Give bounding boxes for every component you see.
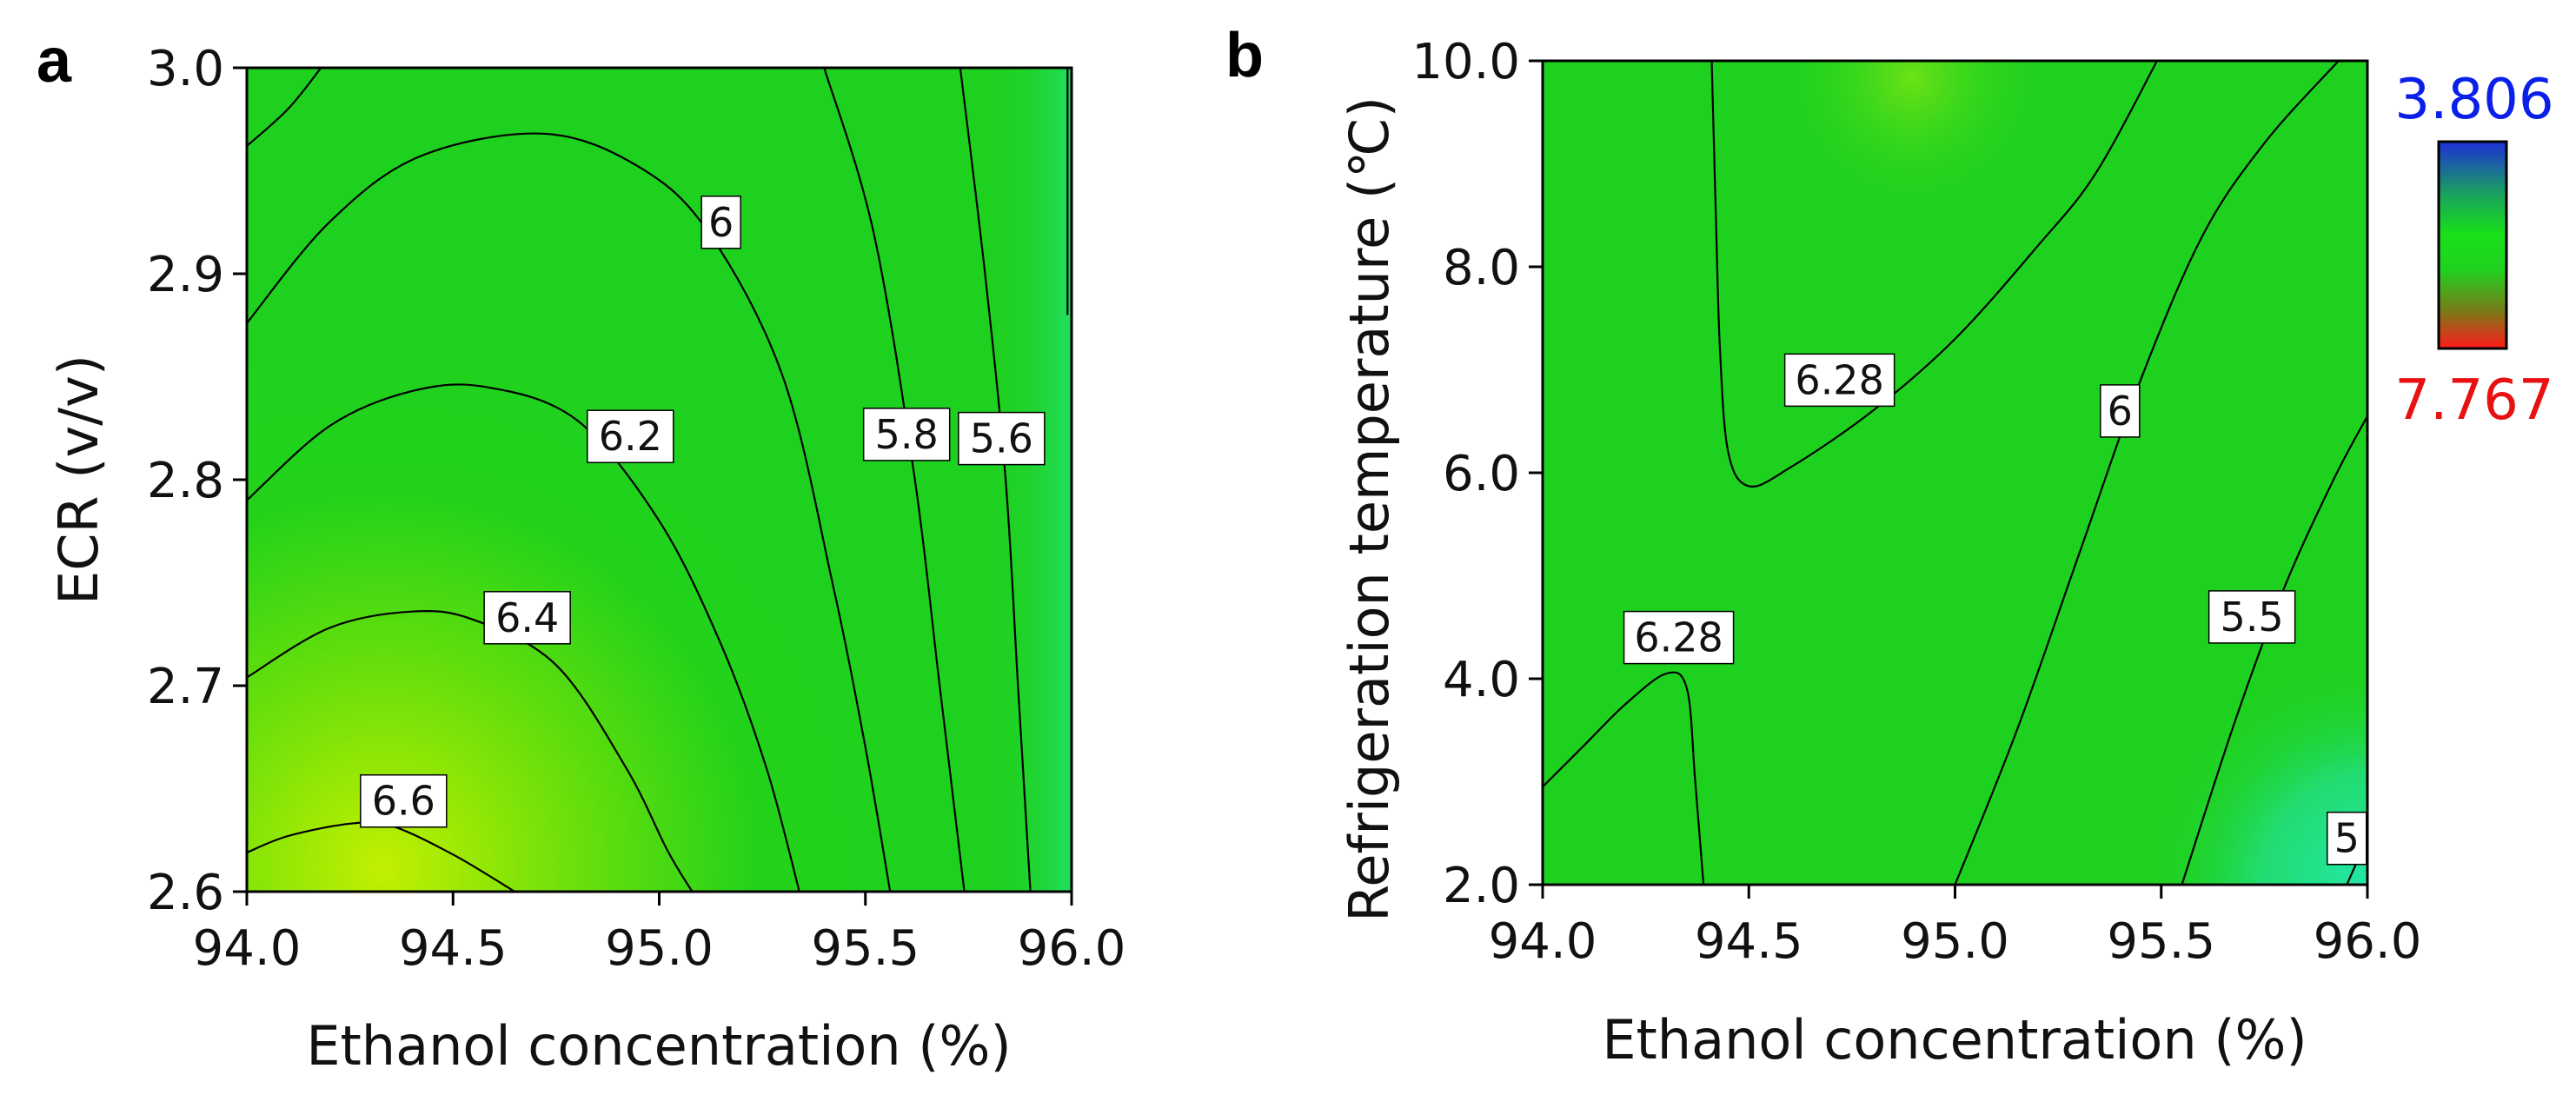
panel-letter-a: a (37, 26, 72, 96)
panel-b-contour-label-text-3: 5.5 (2221, 594, 2284, 640)
panel-b-contour-label-box-1 (2100, 384, 2141, 438)
panel-b-contour-label-0: 6.28 (1783, 353, 1895, 408)
panel-b-contour-label-text-0: 6.28 (1795, 356, 1883, 403)
panel-a-contour-label-1: 6.2 (587, 409, 674, 463)
panel-a-contour-line-5 (823, 68, 966, 892)
panel-b-contour-label-text-4: 5 (2334, 815, 2360, 862)
panel-a-y-axis: 2.6 2.7 2.8 2.9 3.0 (147, 41, 247, 921)
colorbar: 3.806 7.767 (2394, 68, 2553, 433)
panel-b-contour-line-1 (1543, 671, 1705, 885)
panel-a-x-tick-label-1: 94.5 (399, 920, 508, 977)
panel-b: b 6.28 6 6.28 5.5 5 94.0 94.5 95.0 95.5 96.0 2.0… (1225, 21, 2421, 1072)
panel-a-contour-labels: 6 6.2 5.8 5.6 6.4 6.6 (360, 196, 1046, 828)
panel-a-contour-line-4 (247, 68, 322, 147)
colorbar-min-label: 7.767 (2394, 368, 2553, 433)
panel-a-x-axis: 94.0 94.5 95.0 95.5 96.0 (193, 892, 1126, 977)
panel-a-contour-label-box-1 (587, 409, 674, 463)
panel-b-contour-label-box-0 (1783, 353, 1895, 408)
panel-a-x-tick-label-3: 95.5 (811, 920, 920, 977)
panel-letter-b: b (1225, 21, 1264, 90)
panel-a-contour-line-3 (247, 132, 892, 892)
panel-b-y-axis-title: Refrigeration temperature (℃) (1338, 96, 1401, 922)
panel-a-y-tick-label-3: 2.9 (147, 247, 224, 303)
panel-a-y-tick-label-4: 3.0 (147, 41, 224, 97)
panel-a-contour-label-box-0 (700, 196, 741, 249)
panel-b-contour-line-0 (1710, 61, 2158, 488)
panel-b-contour-label-1: 6 (2100, 384, 2141, 438)
panel-b-x-tick-label-2: 95.0 (1901, 913, 2009, 970)
panel-b-x-tick-label-0: 94.0 (1489, 913, 1597, 970)
colorbar-max-label: 3.806 (2394, 68, 2553, 132)
panel-a-x-tick-label-0: 94.0 (193, 920, 302, 977)
panel-b-x-axis: 94.0 94.5 95.0 95.5 96.0 (1489, 885, 2422, 970)
panel-a-x-axis-title: Ethanol concentration (%) (306, 1014, 1011, 1078)
panel-a-contour-label-5: 6.6 (360, 773, 448, 828)
panel-b-contour-label-3: 5.5 (2208, 590, 2296, 644)
panel-b-contour-label-4: 5 (2327, 811, 2367, 866)
panel-b-contour-label-box-4 (2327, 811, 2367, 866)
panel-b-y-tick-label-2: 6.0 (1443, 446, 1520, 502)
panel-b-contour-labels: 6.28 6 6.28 5.5 5 (1623, 353, 2367, 866)
panel-a-y-tick-label-1: 2.7 (147, 659, 224, 715)
panel-a-y-tick-label-0: 2.6 (147, 865, 224, 921)
panel-a-x-tick-label-2: 95.0 (605, 920, 714, 977)
panel-a-contour-label-4: 6.4 (483, 591, 571, 645)
panel-b-contour-label-box-3 (2208, 590, 2296, 644)
panel-a-contour-label-box-2 (862, 408, 951, 461)
panel-a-right-gradient (991, 68, 1072, 892)
panel-a-contour-label-text-1: 6.2 (599, 413, 662, 460)
panel-a-contour-label-text-4: 6.4 (495, 594, 559, 641)
panel-a-contour-label-box-5 (360, 773, 448, 828)
panel-b-x-axis-title: Ethanol concentration (%) (1602, 1008, 2307, 1072)
panel-a-background (247, 68, 1072, 892)
panel-a-contour-label-box-3 (958, 411, 1046, 466)
panel-a-contour-label-text-5: 6.6 (372, 778, 435, 825)
panel-b-contour-label-text-2: 6.28 (1634, 614, 1723, 661)
panel-b-y-tick-label-3: 8.0 (1443, 240, 1520, 296)
panel-a: a 66.2 5.8 5.66.46.6 94.0 94.5 95.0 95.5 96.0 … (37, 26, 1125, 1078)
colorbar-gradient (2437, 140, 2508, 350)
panel-a-y-axis-title: ECR (v/v) (47, 355, 110, 605)
panel-a-contour-label-2: 5.8 (862, 408, 951, 461)
panel-b-x-tick-label-4: 96.0 (2314, 913, 2422, 970)
panel-a-contour-label-text-3: 5.6 (970, 415, 1033, 462)
panel-b-contour-label-text-1: 6 (2108, 388, 2133, 435)
panel-a-contour-label-box-4 (483, 591, 571, 645)
panel-a-x-tick-label-4: 96.0 (1018, 920, 1126, 977)
panel-a-contour-label-0: 6 (700, 196, 741, 249)
panel-b-contour-label-box-2 (1623, 610, 1735, 665)
panel-b-y-axis: 2.0 4.0 6.0 8.0 10.0 (1411, 34, 1543, 914)
panel-b-y-tick-label-0: 2.0 (1443, 858, 1520, 914)
panel-b-x-tick-label-3: 95.5 (2107, 913, 2215, 970)
panel-a-contour-line-6 (959, 68, 1032, 892)
panel-a-contour-label-text-0: 6 (708, 199, 734, 246)
panel-b-contour-label-2: 6.28 (1623, 610, 1735, 665)
panel-b-x-tick-label-1: 94.5 (1695, 913, 1803, 970)
panel-b-y-tick-label-1: 4.0 (1443, 652, 1520, 708)
panel-b-top-gradient (1543, 61, 2367, 885)
panel-a-y-tick-label-2: 2.8 (147, 453, 224, 509)
panel-a-contour-label-text-2: 5.8 (875, 411, 939, 458)
panel-a-contour-label-3: 5.6 (958, 411, 1046, 466)
panel-b-y-tick-label-4: 10.0 (1411, 34, 1520, 90)
